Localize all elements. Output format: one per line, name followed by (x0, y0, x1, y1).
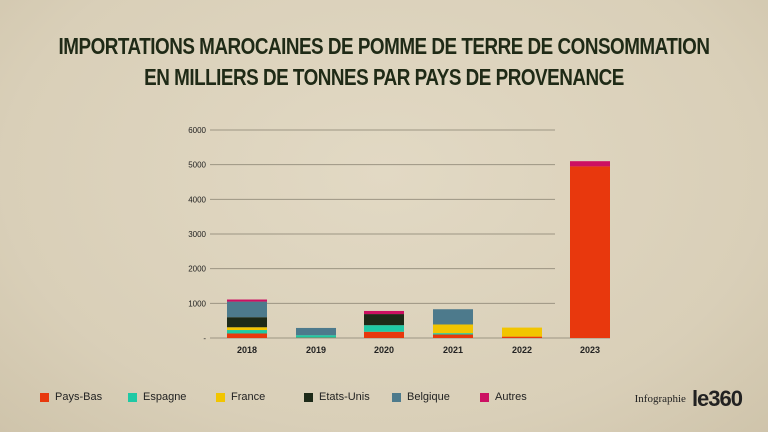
legend: Pays-Bas Espagne France Etats-Unis Belgique A… (40, 391, 560, 403)
bar-segment-espagne-2021 (433, 333, 473, 335)
y-tick-label: 5000 (188, 161, 206, 170)
legend-item-france: France (216, 391, 304, 403)
x-tick-label: 2023 (580, 345, 600, 355)
x-tick-label: 2020 (374, 345, 394, 355)
bar-segment-autres-2023 (570, 161, 610, 167)
bar-segment-autres-2020 (364, 310, 404, 315)
x-tick-label: 2019 (306, 345, 326, 355)
y-tick-label: 4000 (188, 195, 206, 204)
legend-swatch (216, 392, 225, 402)
credit-label: Infographie (634, 393, 686, 405)
y-tick-label: 2000 (188, 265, 206, 274)
legend-item-autres: Autres (480, 391, 560, 403)
x-tick-label: 2022 (512, 345, 532, 355)
bar-segment-espagne-2019 (296, 335, 336, 338)
y-tick-label: - (203, 334, 206, 343)
le360-logo: le360 (691, 386, 743, 411)
credit: Infographie le360 (634, 386, 743, 412)
legend-label: Autres (495, 391, 527, 403)
legend-swatch (304, 392, 313, 402)
bar-segment-pays-bas-2022 (502, 336, 542, 338)
bar-segment-espagne-2018 (227, 330, 267, 334)
bar-segment-france-2022 (502, 327, 542, 337)
bar-segment-belgique-2021 (433, 309, 473, 325)
bar-segment-etats-unis-2018 (227, 317, 267, 328)
legend-label: Espagne (143, 391, 187, 403)
legend-swatch (392, 392, 401, 402)
legend-label: Etats-Unis (319, 391, 370, 403)
legend-swatch (128, 392, 137, 402)
bar-segment-pays-bas-2021 (433, 334, 473, 338)
y-tick-label: 1000 (188, 299, 206, 308)
chart-title-line2: EN MILLIERS DE TONNES PAR PAYS DE PROVEN… (144, 64, 624, 90)
bar-segment-france-2021 (433, 324, 473, 334)
y-tick-label: 6000 (188, 126, 206, 135)
legend-label: Belgique (407, 391, 450, 403)
bar-segment-belgique-2019 (296, 327, 336, 336)
legend-swatch (480, 392, 489, 402)
chart-title-line1: IMPORTATIONS MAROCAINES DE POMME DE TERR… (58, 33, 710, 59)
legend-label: Pays-Bas (55, 391, 103, 403)
bar-segment-belgique-2018 (227, 301, 267, 318)
legend-swatch (40, 392, 49, 402)
legend-item-etats-unis: Etats-Unis (304, 391, 392, 403)
legend-item-espagne: Espagne (128, 391, 216, 403)
bar-segment-pays-bas-2018 (227, 333, 267, 338)
x-tick-label: 2021 (443, 345, 463, 355)
bar-segment-france-2018 (227, 327, 267, 331)
legend-item-pays-bas: Pays-Bas (40, 391, 128, 403)
bar-segment-pays-bas-2023 (570, 166, 610, 338)
x-tick-label: 2018 (237, 345, 257, 355)
legend-item-belgique: Belgique (392, 391, 480, 403)
bar-segment-pays-bas-2020 (364, 331, 404, 338)
bar-segment-etats-unis-2020 (364, 314, 404, 326)
bar-segment-espagne-2020 (364, 325, 404, 332)
legend-label: France (231, 391, 266, 403)
bar-segment-autres-2018 (227, 299, 267, 302)
y-tick-label: 3000 (188, 230, 206, 239)
